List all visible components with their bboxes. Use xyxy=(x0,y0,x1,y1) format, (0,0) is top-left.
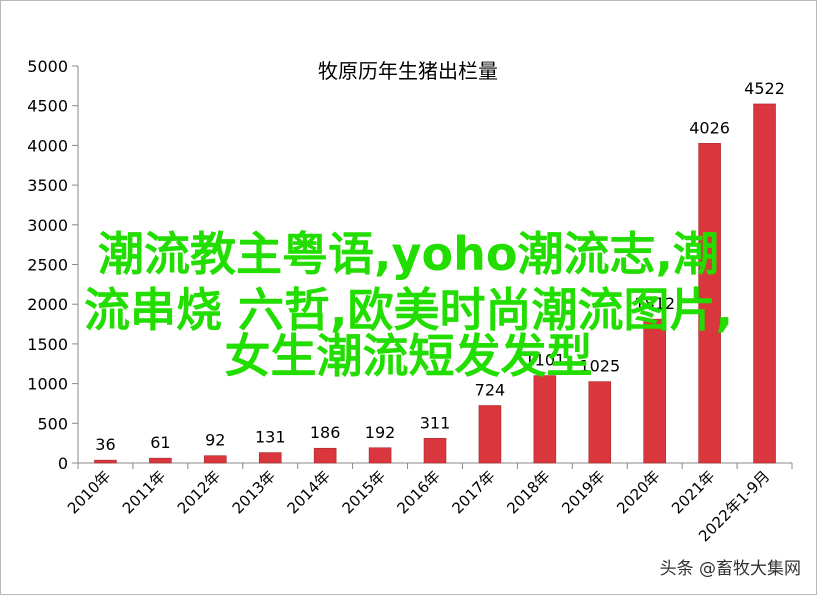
data-label: 1101 xyxy=(524,351,565,370)
x-tick-label: 2012年 xyxy=(174,467,224,517)
y-tick-label: 4000 xyxy=(27,136,68,155)
bar xyxy=(313,447,337,464)
bar xyxy=(588,381,612,464)
bar xyxy=(204,455,227,464)
data-label: 131 xyxy=(255,428,286,447)
chart-title: 牧原历年生猪出栏量 xyxy=(318,59,498,83)
bar xyxy=(423,438,447,464)
bar xyxy=(753,103,776,464)
bar xyxy=(368,447,392,464)
bar xyxy=(478,405,502,464)
y-tick-label: 3500 xyxy=(27,176,68,195)
y-tick-label: 5000 xyxy=(27,57,68,76)
data-label: 61 xyxy=(150,433,170,452)
bar xyxy=(149,457,172,464)
y-tick-label: 2000 xyxy=(27,295,68,314)
x-tick-label: 2017年 xyxy=(448,467,498,517)
data-label: 192 xyxy=(365,423,396,442)
bar xyxy=(698,143,721,464)
x-tick-label: 2015年 xyxy=(339,467,389,517)
y-tick-label: 2500 xyxy=(27,256,68,275)
x-tick-label: 2013年 xyxy=(229,467,279,517)
data-label: 311 xyxy=(420,413,451,432)
x-tick-label: 2016年 xyxy=(393,467,443,517)
data-labels: 36 61 92 131 186 192 311 724 1101 1025 1812 4026 452… xyxy=(95,79,785,454)
data-label: 1812 xyxy=(634,294,675,313)
x-tick-label: 2010年 xyxy=(64,467,114,517)
y-tick-label: 1000 xyxy=(27,375,68,394)
y-tick-label: 3000 xyxy=(27,216,68,235)
bar xyxy=(533,375,557,464)
data-label: 186 xyxy=(310,423,341,442)
x-tick-label: 2021年 xyxy=(668,467,718,517)
data-label: 4026 xyxy=(689,118,730,137)
data-label: 4522 xyxy=(744,79,785,98)
y-tick-label: 1500 xyxy=(27,335,68,354)
data-label: 36 xyxy=(95,435,115,454)
y-tick-label: 0 xyxy=(58,454,68,473)
overlay-text-line-3: 女生潮流短发发型 xyxy=(224,329,593,383)
overlay-text-line-2: 流串烧 六哲,欧美时尚潮流图片, xyxy=(84,283,733,337)
data-label: 92 xyxy=(205,431,225,450)
data-label: 724 xyxy=(475,381,506,400)
bar xyxy=(643,318,666,464)
x-tick-label: 2011年 xyxy=(119,467,169,517)
overlay-text-line-1: 潮流教主粤语,yoho潮流志,潮 xyxy=(98,227,719,281)
bar xyxy=(258,452,282,464)
bar xyxy=(94,459,117,464)
x-tick-label: 2018年 xyxy=(503,467,553,517)
y-tick-label: 500 xyxy=(37,414,68,433)
y-tick-label: 4500 xyxy=(27,97,68,116)
bars xyxy=(94,103,776,464)
data-label: 1025 xyxy=(579,357,620,376)
watermark: 头条 @畜牧大集网 xyxy=(659,559,801,579)
x-tick-label: 2020年 xyxy=(613,467,663,517)
x-tick-label: 2014年 xyxy=(284,467,334,517)
x-tick-label: 2019年 xyxy=(558,467,608,517)
